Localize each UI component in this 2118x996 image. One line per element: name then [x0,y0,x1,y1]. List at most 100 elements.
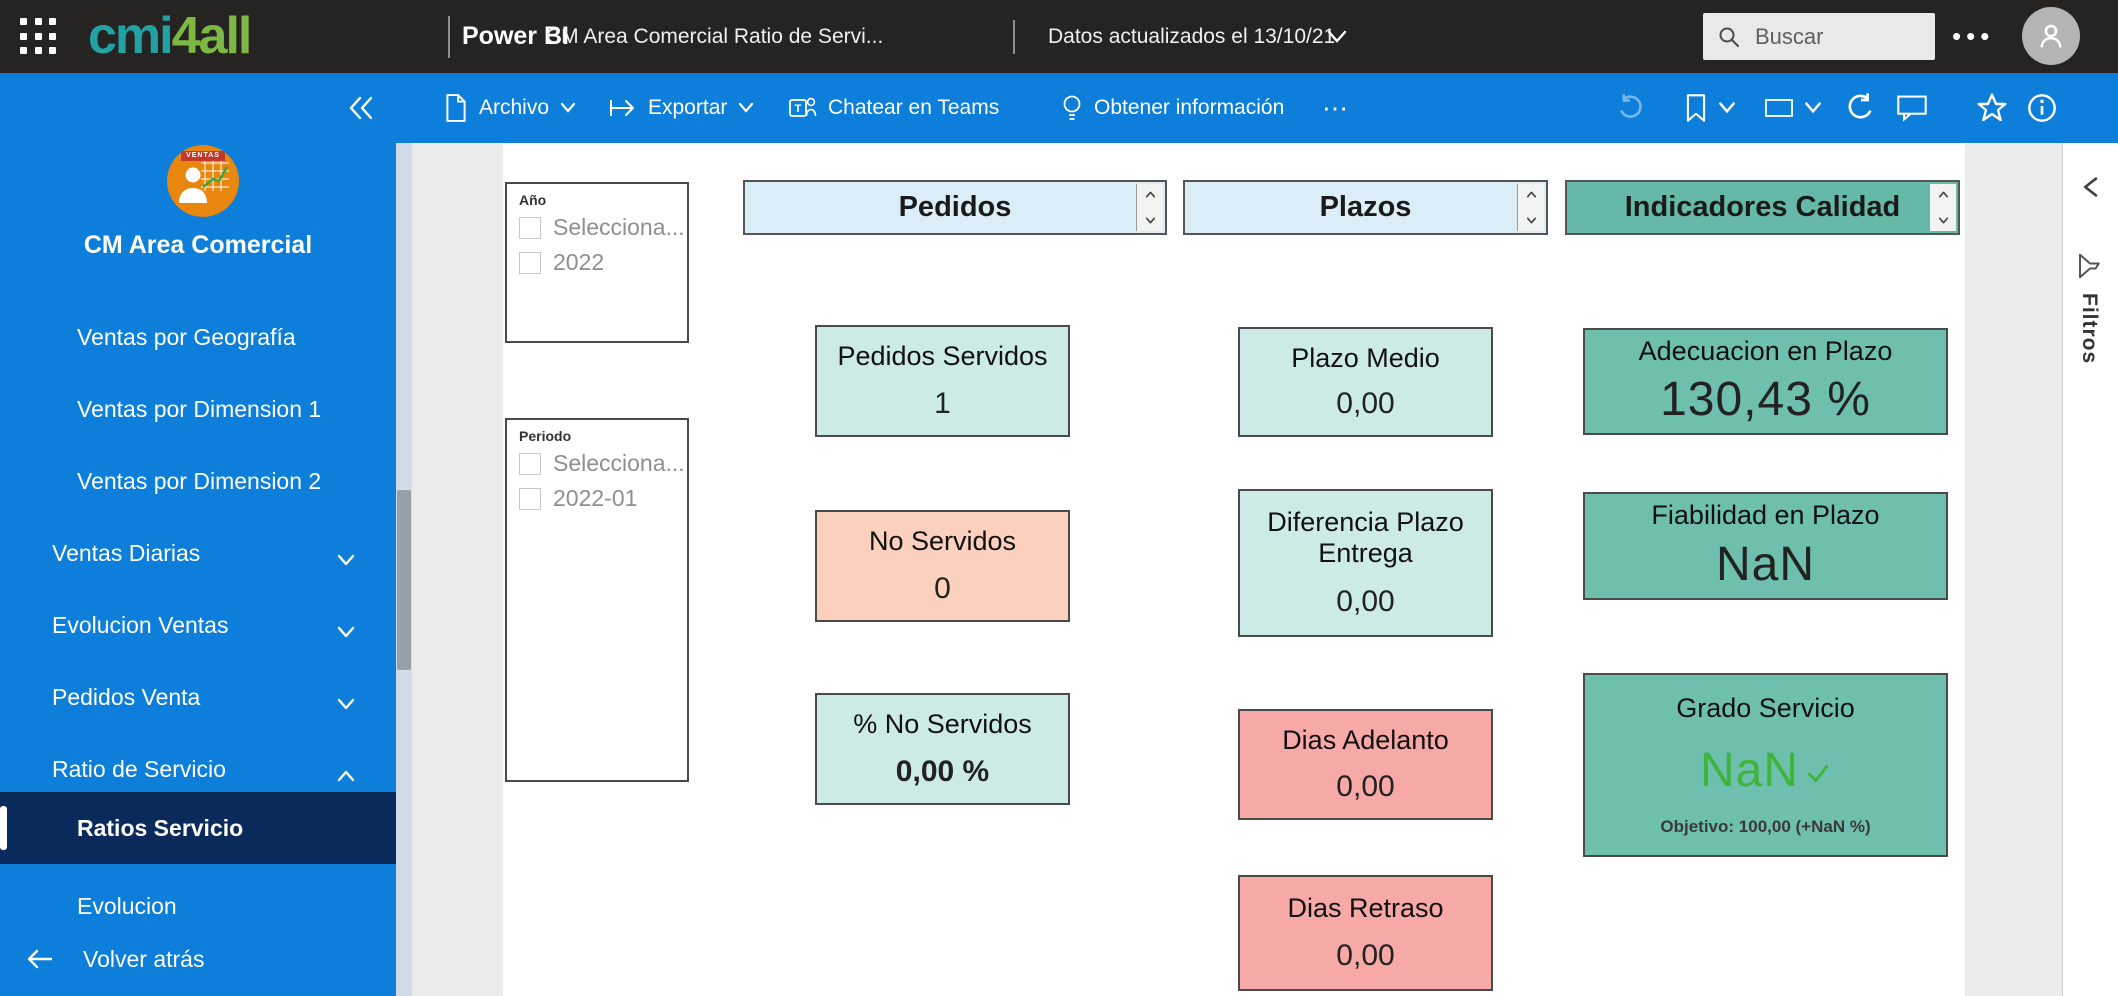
header-spinner[interactable] [1517,184,1544,231]
header-spinner[interactable] [1136,184,1163,231]
filter-funnel-icon[interactable] [2075,251,2105,281]
kpi-card-diferencia-plazo-entrega[interactable]: Diferencia Plazo Entrega 0,00 [1238,489,1493,637]
kpi-card-title: Diferencia Plazo Entrega [1267,506,1464,569]
refresh-icon [1848,93,1872,119]
refresh-button[interactable] [1845,73,1877,143]
view-menu[interactable] [1763,73,1823,143]
kpi-card-value: 130,43 % [1660,373,1871,427]
chatear-teams-button[interactable]: T Chatear en Teams [788,73,999,143]
filters-pane-label: Filtros [2078,293,2101,365]
chevron-down-icon [560,102,576,113]
comments-button[interactable] [1896,73,1928,143]
slicer-option-label: 2022-01 [553,485,638,511]
search-input[interactable] [1753,22,1907,51]
kpi-card-dias-retraso[interactable]: Dias Retraso 0,00 [1238,875,1493,991]
obtener-informacion-button[interactable]: Obtener información [1060,73,1284,143]
bookmarks-menu[interactable] [1683,73,1737,143]
view-rectangle-icon [1765,99,1793,117]
kpi-card-title: No Servidos [868,526,1017,557]
file-icon [446,94,466,122]
toolbar-more-icon[interactable]: ⋯ [1322,92,1351,123]
kpi-card-pedidos-servidos[interactable]: Pedidos Servidos 1 [815,325,1070,437]
svg-text:T: T [795,103,802,115]
waffle-menu-icon[interactable] [20,18,58,56]
chevron-up-icon [1938,191,1948,198]
filters-pane-collapsed: Filtros [2062,143,2118,996]
chevron-down-icon [1526,217,1536,224]
kpi-card-value: 0,00 % [895,754,990,788]
slicer-option[interactable]: Selecciona... [519,214,685,241]
slicer-option[interactable]: 2022 [519,249,675,276]
kpi-card-plazo-medio[interactable]: Plazo Medio 0,00 [1238,327,1493,437]
exportar-menu[interactable]: Exportar [608,73,755,143]
slicer-option[interactable]: Selecciona... [519,450,685,477]
search-box[interactable] [1703,13,1935,60]
reset-view-icon[interactable] [1615,73,1645,143]
expand-filters-chevron-icon[interactable] [2079,175,2101,199]
slicer-title: Periodo [519,428,572,444]
sidebar-item-evolucion-ventas[interactable]: Evolucion Ventas [0,603,396,647]
kpi-card-fiabilidad-en-plazo[interactable]: Fiabilidad en Plazo NaN [1583,492,1948,600]
kpi-card-no-servidos[interactable]: No Servidos 0 [815,510,1070,622]
sidebar-item-ventas-por-dimension-2[interactable]: Ventas por Dimension 2 [0,459,396,503]
checkbox-icon[interactable] [519,452,541,475]
kpi-card-value: 0,00 [1336,387,1395,421]
archivo-menu[interactable]: Archivo [443,73,577,143]
sidebar-item-ventas-por-geograf-a[interactable]: Ventas por Geografía [0,315,396,359]
kpi-column-header-0[interactable]: Pedidos [743,180,1167,235]
kpi-card-dias-adelanto[interactable]: Dias Adelanto 0,00 [1238,709,1493,820]
comment-icon [1897,95,1927,122]
topbar-divider [448,16,450,58]
sidebar-item-ratios-servicio[interactable]: Ratios Servicio [0,792,396,864]
kpi-header-label: Pedidos [898,191,1012,223]
sidebar-item-ratio-de-servicio[interactable]: Ratio de Servicio [0,747,396,791]
report-toolbar: Archivo Exportar T Chatear en Teams Obte… [0,73,2118,201]
sidebar-item-label: Evolucion [77,893,177,919]
kpi-card-grado-servicio[interactable]: Grado Servicio NaN Objetivo: 100,00 (+Na… [1583,673,1948,857]
kpi-card-title: Plazo Medio [1291,342,1440,373]
kpi-column-header-1[interactable]: Plazos [1183,180,1548,235]
collapse-sidebar-button[interactable] [346,73,376,143]
bookmark-icon [1686,94,1706,122]
data-updated-menu[interactable]: Datos actualizados el 13/10/21 [1048,25,1336,48]
back-button[interactable]: Volver atrás [0,935,396,983]
sidebar-item-evolucion[interactable]: Evolucion [0,884,396,928]
chevron-down-icon[interactable] [1325,28,1349,46]
kpi-card-title: Dias Retraso [1287,892,1444,923]
header-spinner[interactable] [1929,184,1956,231]
logo-part-1: cmi [88,7,174,65]
sidebar-item-label: Pedidos Venta [52,684,201,710]
kpi-card-adecuacion-en-plazo[interactable]: Adecuacion en Plazo 130,43 % [1583,328,1948,435]
slicer-periodo: Periodo Selecciona... 2022-01 [505,418,689,782]
kpi-card-title: Adecuacion en Plazo [1638,335,1893,366]
sidebar-item-label: Ventas por Dimension 2 [77,468,322,494]
app-logo[interactable]: VENTAS [167,145,239,217]
logo-part-2: 4all [171,7,253,65]
slicer-option[interactable]: 2022-01 [519,485,675,512]
checkbox-icon[interactable] [519,251,541,274]
favorite-button[interactable] [1976,73,2008,143]
undo-icon [1620,94,1642,118]
export-arrow-icon [610,100,634,116]
sidebar-item-label: Ventas por Dimension 1 [77,396,322,422]
kpi-column-header-2[interactable]: Indicadores Calidad [1565,180,1960,235]
slicer-año: Año Selecciona... 2022 [505,182,689,343]
topbar-divider [1013,20,1015,54]
kpi-card--no-servidos[interactable]: % No Servidos 0,00 % [815,693,1070,805]
checkbox-icon[interactable] [519,216,541,239]
sidebar-item-ventas-por-dimension-1[interactable]: Ventas por Dimension 1 [0,387,396,431]
chevron-down-icon [337,698,355,710]
chevron-down-icon [334,614,358,658]
more-options-icon[interactable]: ••• [1952,21,1995,51]
powerbi-label: Power BI [462,22,569,50]
report-title: CM Area Comercial Ratio de Servi... [546,25,884,48]
sidebar-item-pedidos-venta[interactable]: Pedidos Venta [0,675,396,719]
account-avatar[interactable] [2022,7,2080,65]
sidebar-scrollbar-thumb[interactable] [397,490,411,670]
kpi-card-title: Dias Adelanto [1282,724,1449,755]
info-button[interactable] [2026,73,2058,143]
kpi-header-label: Indicadores Calidad [1624,191,1901,223]
sidebar-item-ventas-diarias[interactable]: Ventas Diarias [0,531,396,575]
checkbox-icon[interactable] [519,487,541,510]
